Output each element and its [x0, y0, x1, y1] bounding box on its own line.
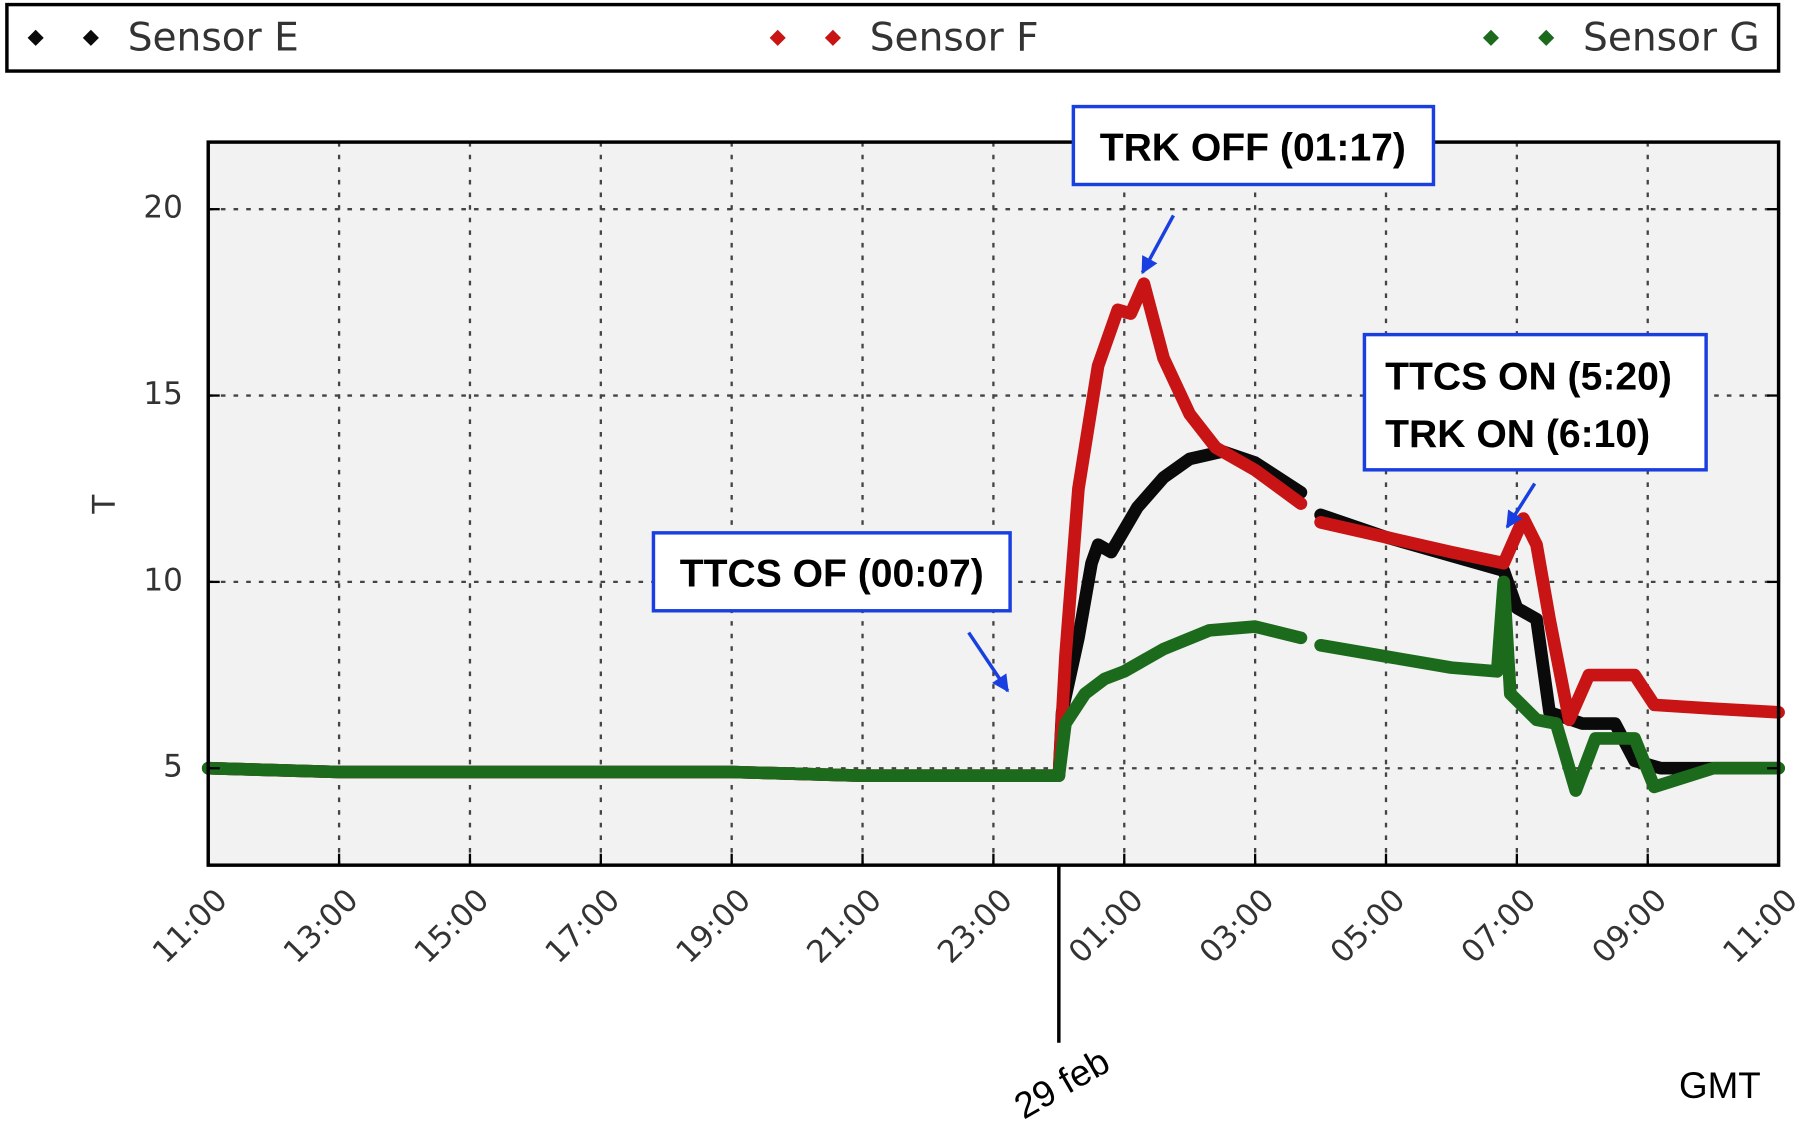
annotation-arrow [967, 631, 1010, 693]
annotation: TRK OFF (01:17) [1100, 126, 1406, 169]
x-tick-label: 23:00 [931, 882, 1020, 970]
y-axis-label: T [86, 494, 122, 515]
annotation: TTCS ON (5:20) [1385, 356, 1672, 399]
x-tick-label: 09:00 [1585, 882, 1674, 970]
x-axis-label: GMT [1679, 1065, 1761, 1106]
plot-area [208, 142, 1779, 866]
x-tick-label: 19:00 [669, 882, 758, 970]
y-tick-label: 20 [143, 190, 183, 226]
series-line [201, 575, 1785, 797]
x-tick-label: 01:00 [1062, 882, 1151, 970]
y-tick-label: 10 [143, 562, 183, 598]
legend-label: Sensor E [128, 15, 299, 60]
legend-marker [769, 29, 786, 46]
legend-label: Sensor F [870, 15, 1039, 60]
legend-marker [824, 29, 841, 46]
legend-marker [82, 29, 99, 46]
annotation: TRK ON (6:10) [1385, 413, 1650, 456]
y-tick-label: 15 [143, 376, 183, 412]
y-tick-label: 5 [163, 749, 183, 785]
x-tick-label: 17:00 [538, 882, 627, 970]
x-tick-label: 07:00 [1454, 882, 1543, 970]
x-tick-label: 15:00 [408, 882, 497, 970]
legend-marker [27, 29, 44, 46]
annotation-arrow [1140, 214, 1175, 275]
annotation-arrow [1505, 482, 1537, 529]
x-tick-label: 13:00 [277, 882, 366, 970]
x-tick-label: 11:00 [1716, 882, 1797, 970]
annotation-box [1071, 104, 1436, 187]
x-tick-label: 21:00 [800, 882, 889, 970]
annotation: TTCS OF (00:07) [680, 553, 984, 596]
x-tick-label: 03:00 [1193, 882, 1282, 970]
date-label: 29 feb [1007, 1040, 1116, 1123]
x-tick-label: 05:00 [1324, 882, 1413, 970]
legend-marker [1538, 29, 1555, 46]
x-tick-label: 11:00 [146, 882, 235, 970]
legend-label: Sensor G [1583, 15, 1760, 60]
annotation-box [1362, 332, 1708, 472]
annotation-box [651, 531, 1012, 613]
legend-marker [1482, 29, 1500, 46]
